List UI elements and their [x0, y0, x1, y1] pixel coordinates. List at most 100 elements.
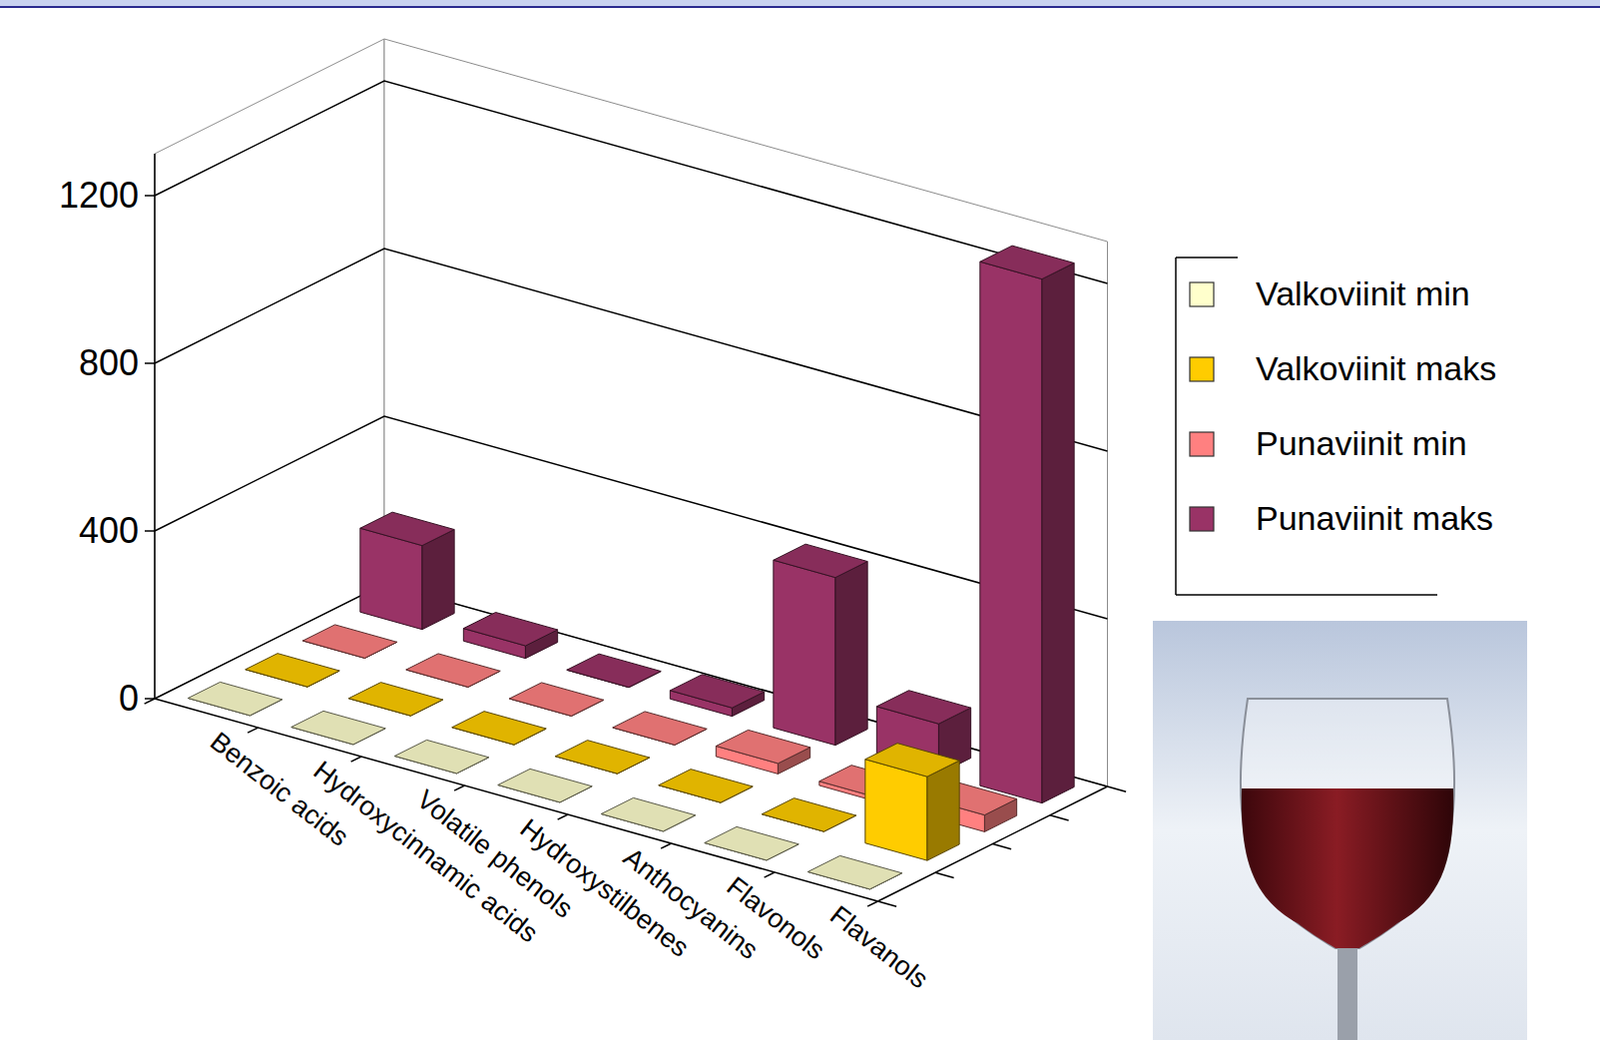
bar-top — [669, 674, 764, 709]
legend-label: Punaviinit maks — [1255, 499, 1494, 537]
bar — [245, 653, 340, 688]
y-tick — [144, 194, 155, 197]
bar — [187, 681, 282, 716]
bar-top — [566, 653, 661, 688]
bar — [463, 612, 557, 659]
y-axis — [153, 153, 156, 699]
legend-label: Valkoviinit min — [1255, 274, 1471, 313]
y-tick-label: 800 — [78, 342, 139, 384]
bar — [498, 768, 592, 803]
glass-stem — [1337, 948, 1358, 1040]
legend-label: Valkoviinit maks — [1255, 349, 1497, 388]
bar — [715, 729, 810, 774]
bar-top — [876, 690, 971, 725]
bar — [807, 855, 902, 890]
bar-top — [452, 711, 546, 746]
depth-tick — [1050, 815, 1069, 821]
picture-background — [1152, 620, 1528, 1040]
bar-side — [422, 530, 455, 630]
bar-top — [509, 682, 603, 717]
bar — [566, 653, 661, 688]
bar-side — [927, 760, 960, 861]
bar — [773, 543, 868, 746]
bar — [612, 711, 707, 746]
bar-top — [773, 543, 868, 578]
bar — [658, 769, 753, 804]
bar-top — [394, 739, 489, 774]
bar — [360, 512, 455, 630]
bar-top — [463, 612, 557, 647]
bar-top — [715, 729, 810, 764]
bar-top — [980, 245, 1074, 280]
x-tick — [454, 785, 465, 791]
wine-glass-picture — [1152, 620, 1528, 1040]
chart: 04008001200Benzoic acidsHydroxycinnamic … — [0, 0, 1600, 1040]
bar — [394, 739, 489, 774]
bar — [669, 674, 764, 717]
legend-swatch — [1189, 507, 1214, 532]
bar-front — [980, 261, 1043, 803]
legend-border — [1175, 593, 1438, 596]
bars — [187, 245, 1074, 890]
bar — [452, 711, 546, 746]
bar-top — [807, 855, 902, 890]
bar — [509, 682, 603, 717]
glass-wine — [1241, 788, 1454, 949]
bar-top — [761, 798, 856, 833]
glass-bowl — [1240, 698, 1455, 949]
grid-line — [154, 80, 1108, 284]
x-tick — [144, 698, 155, 704]
legend-swatch — [1189, 357, 1214, 382]
bar-top — [291, 710, 386, 745]
bar — [302, 624, 397, 659]
bar-top — [245, 653, 340, 688]
x-tick — [764, 872, 775, 878]
bar — [980, 245, 1074, 804]
bar-top — [187, 681, 282, 716]
x-tick — [247, 727, 258, 733]
grid-line — [154, 583, 1108, 787]
bar — [761, 798, 856, 833]
legend-border — [1174, 257, 1177, 595]
grid-line — [154, 248, 1108, 452]
bar-top — [498, 768, 592, 803]
bar-top — [360, 512, 455, 546]
bar-side — [835, 561, 868, 746]
bar-top — [302, 624, 397, 659]
y-tick — [144, 530, 155, 533]
legend-swatch — [1189, 282, 1214, 307]
legend-swatch — [1189, 432, 1214, 457]
bar-front — [773, 559, 836, 745]
x-tick — [867, 901, 878, 907]
x-tick — [660, 843, 671, 849]
bar-top — [406, 653, 501, 688]
x-tick-label: Flavanols — [824, 900, 935, 996]
x-tick — [557, 814, 568, 820]
bar — [600, 797, 695, 832]
bar-top — [865, 743, 960, 778]
top-band — [0, 0, 1600, 7]
grid-line — [154, 416, 1108, 619]
depth-tick — [935, 872, 955, 878]
bar — [291, 710, 386, 745]
bar-top — [348, 682, 443, 717]
y-tick-label: 400 — [78, 510, 139, 551]
bar-top — [704, 826, 799, 861]
bar — [348, 682, 443, 717]
grid — [154, 80, 1108, 787]
depth-tick — [878, 901, 898, 907]
bar-side — [1042, 263, 1074, 804]
depth-tick — [993, 844, 1013, 850]
bar — [865, 743, 960, 862]
legend: Valkoviinit min Valkoviinit maks Punaviini… — [1175, 257, 1497, 595]
x-tick — [351, 756, 362, 762]
legend-label: Punaviinit min — [1255, 424, 1468, 463]
bar-top — [658, 769, 753, 804]
bar — [554, 740, 649, 775]
bar — [704, 826, 799, 861]
bar-top — [612, 711, 707, 746]
x-tick-label: Flavonols — [721, 871, 832, 967]
y-tick-label: 0 — [118, 677, 139, 719]
legend-border — [1175, 256, 1238, 259]
y-tick-label: 1200 — [58, 174, 139, 216]
